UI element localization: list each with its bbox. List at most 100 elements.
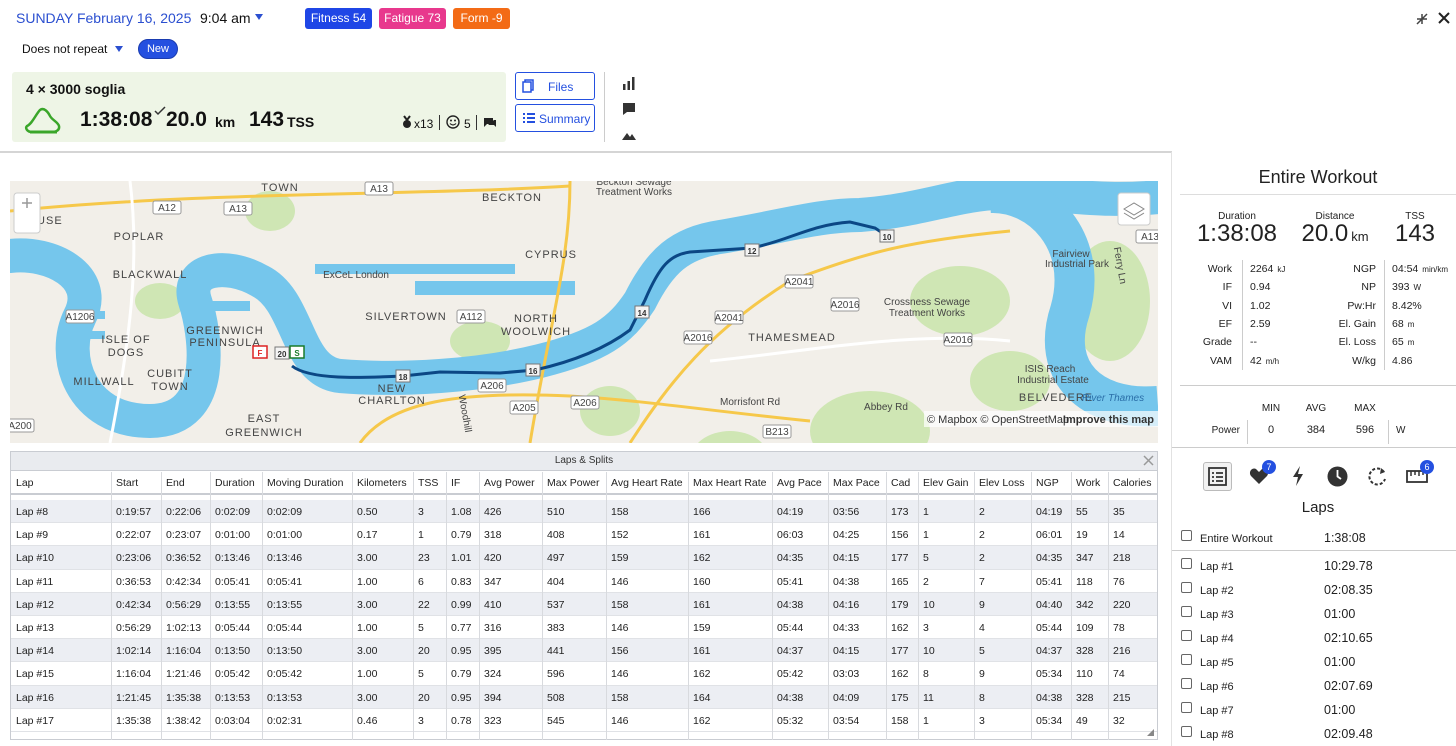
stat-value-wrap: 1.02 — [1250, 300, 1270, 312]
column-header[interactable]: Elev Gain — [923, 477, 969, 489]
column-header[interactable]: Avg Power — [484, 477, 535, 489]
date: SUNDAY February 16, 2025 — [16, 10, 192, 26]
lap-checkbox[interactable] — [1181, 630, 1192, 641]
road-label: A2016 — [831, 300, 860, 311]
stat-divider — [1384, 260, 1385, 370]
power-tab-icon[interactable] — [1292, 465, 1304, 487]
button-icon — [522, 79, 534, 93]
chat-icon-part — [488, 120, 496, 127]
column-header[interactable]: Max Heart Rate — [693, 477, 767, 489]
column-header[interactable]: Duration — [215, 477, 255, 489]
table-cell: 328 — [1076, 645, 1094, 658]
table-row[interactable] — [11, 592, 1157, 616]
lap-checkbox[interactable] — [1181, 558, 1192, 569]
column-header[interactable]: Elev Loss — [979, 477, 1025, 489]
lap-checkbox[interactable] — [1181, 654, 1192, 665]
column-header[interactable]: TSS — [418, 477, 439, 489]
stat-label: EF — [1218, 318, 1232, 330]
lap-checkbox[interactable] — [1181, 530, 1192, 541]
place-label: Beckton Sewage — [596, 181, 671, 188]
badge[interactable]: Fatigue 73 — [379, 8, 446, 29]
lap-checkbox[interactable] — [1181, 582, 1192, 593]
table-row[interactable] — [11, 523, 1157, 547]
terrain-icon[interactable] — [621, 129, 637, 141]
column-header[interactable]: Lap — [16, 477, 34, 489]
heart-tab-icon[interactable] — [1249, 467, 1269, 485]
column-header[interactable]: Moving Duration — [267, 477, 344, 489]
lap-checkbox[interactable] — [1181, 606, 1192, 617]
table-row[interactable] — [11, 662, 1157, 686]
table-cell: 162 — [693, 714, 711, 727]
column-divider — [1031, 472, 1032, 740]
ruler-tab-icon[interactable] — [1406, 470, 1428, 483]
stat-label: VAM — [1210, 355, 1232, 367]
lap-name[interactable]: Lap #1 — [1200, 561, 1234, 573]
lap-name[interactable]: Entire Workout — [1200, 533, 1273, 545]
lap-name[interactable]: Lap #7 — [1200, 705, 1234, 717]
table-row[interactable] — [11, 639, 1157, 663]
button-icon-part — [523, 113, 535, 123]
table-cell: 215 — [1113, 691, 1131, 704]
lap-name[interactable]: Lap #4 — [1200, 633, 1234, 645]
stat-value-wrap: 65 m — [1392, 336, 1414, 348]
table-row[interactable] — [11, 685, 1157, 709]
chart-icon[interactable] — [622, 76, 636, 90]
note-icon[interactable] — [622, 102, 636, 116]
table-cell: 162 — [693, 552, 711, 565]
map-park — [698, 431, 762, 443]
lap-name[interactable]: Lap #2 — [1200, 585, 1234, 597]
table-row[interactable] — [11, 546, 1157, 570]
time[interactable]: 9:04 am — [200, 10, 251, 26]
table-cell: 342 — [1076, 598, 1094, 611]
table-row[interactable] — [11, 616, 1157, 640]
table-cell: 20 — [418, 645, 430, 658]
column-header[interactable]: NGP — [1036, 477, 1059, 489]
table-cell: 146 — [611, 714, 629, 727]
column-header[interactable]: Cad — [891, 477, 911, 489]
laps-tab-icon[interactable] — [1208, 467, 1227, 486]
road-label: B213 — [765, 427, 789, 438]
table-close[interactable] — [1143, 455, 1154, 466]
column-header[interactable]: Avg Pace — [777, 477, 822, 489]
road-label: A13 — [1141, 232, 1158, 243]
lap-name[interactable]: Lap #5 — [1200, 657, 1234, 669]
badge[interactable]: Form -9 — [453, 8, 510, 29]
table-cell: 328 — [1076, 691, 1094, 704]
table-row[interactable] — [11, 500, 1157, 524]
lap-checkbox[interactable] — [1181, 678, 1192, 689]
lap-name[interactable]: Lap #8 — [1200, 729, 1234, 741]
cadence-tab-icon[interactable] — [1367, 466, 1388, 487]
button-frame[interactable] — [515, 72, 595, 100]
lap-name[interactable]: Lap #6 — [1200, 681, 1234, 693]
place-label: THAMESMEAD — [748, 332, 836, 344]
lap-checkbox[interactable] — [1181, 702, 1192, 713]
lap-time: 1:38:08 — [1324, 531, 1366, 545]
table-cell: 6 — [418, 575, 424, 588]
column-header[interactable]: Max Pace — [833, 477, 880, 489]
column-header[interactable]: Avg Heart Rate — [611, 477, 683, 489]
lap-name[interactable]: Lap #3 — [1200, 609, 1234, 621]
distance-unit: km — [215, 114, 236, 130]
close-icon[interactable] — [1437, 11, 1451, 25]
repeat-select[interactable]: Does not repeat — [22, 42, 108, 56]
table-cell: 0:03:04 — [215, 714, 251, 727]
table-row[interactable] — [11, 708, 1157, 732]
column-header[interactable]: End — [166, 477, 185, 489]
button-label[interactable]: Files — [548, 80, 574, 94]
column-header[interactable]: Calories — [1113, 477, 1152, 489]
stat-unit: min/km — [1422, 265, 1449, 274]
new-button[interactable]: New — [138, 39, 178, 59]
column-header[interactable]: Kilometers — [357, 477, 407, 489]
lap-checkbox[interactable] — [1181, 726, 1192, 737]
column-header[interactable]: Start — [116, 477, 139, 489]
collapse-icon[interactable] — [1415, 12, 1429, 26]
table-row[interactable] — [11, 569, 1157, 593]
column-header[interactable]: IF — [451, 477, 461, 489]
column-header[interactable]: Max Power — [547, 477, 600, 489]
table-cell: 497 — [547, 552, 565, 565]
badge[interactable]: Fitness 54 — [305, 8, 372, 29]
clock-tab-icon[interactable] — [1327, 466, 1348, 487]
column-header[interactable]: Work — [1076, 477, 1101, 489]
button-label[interactable]: Summary — [539, 112, 591, 126]
